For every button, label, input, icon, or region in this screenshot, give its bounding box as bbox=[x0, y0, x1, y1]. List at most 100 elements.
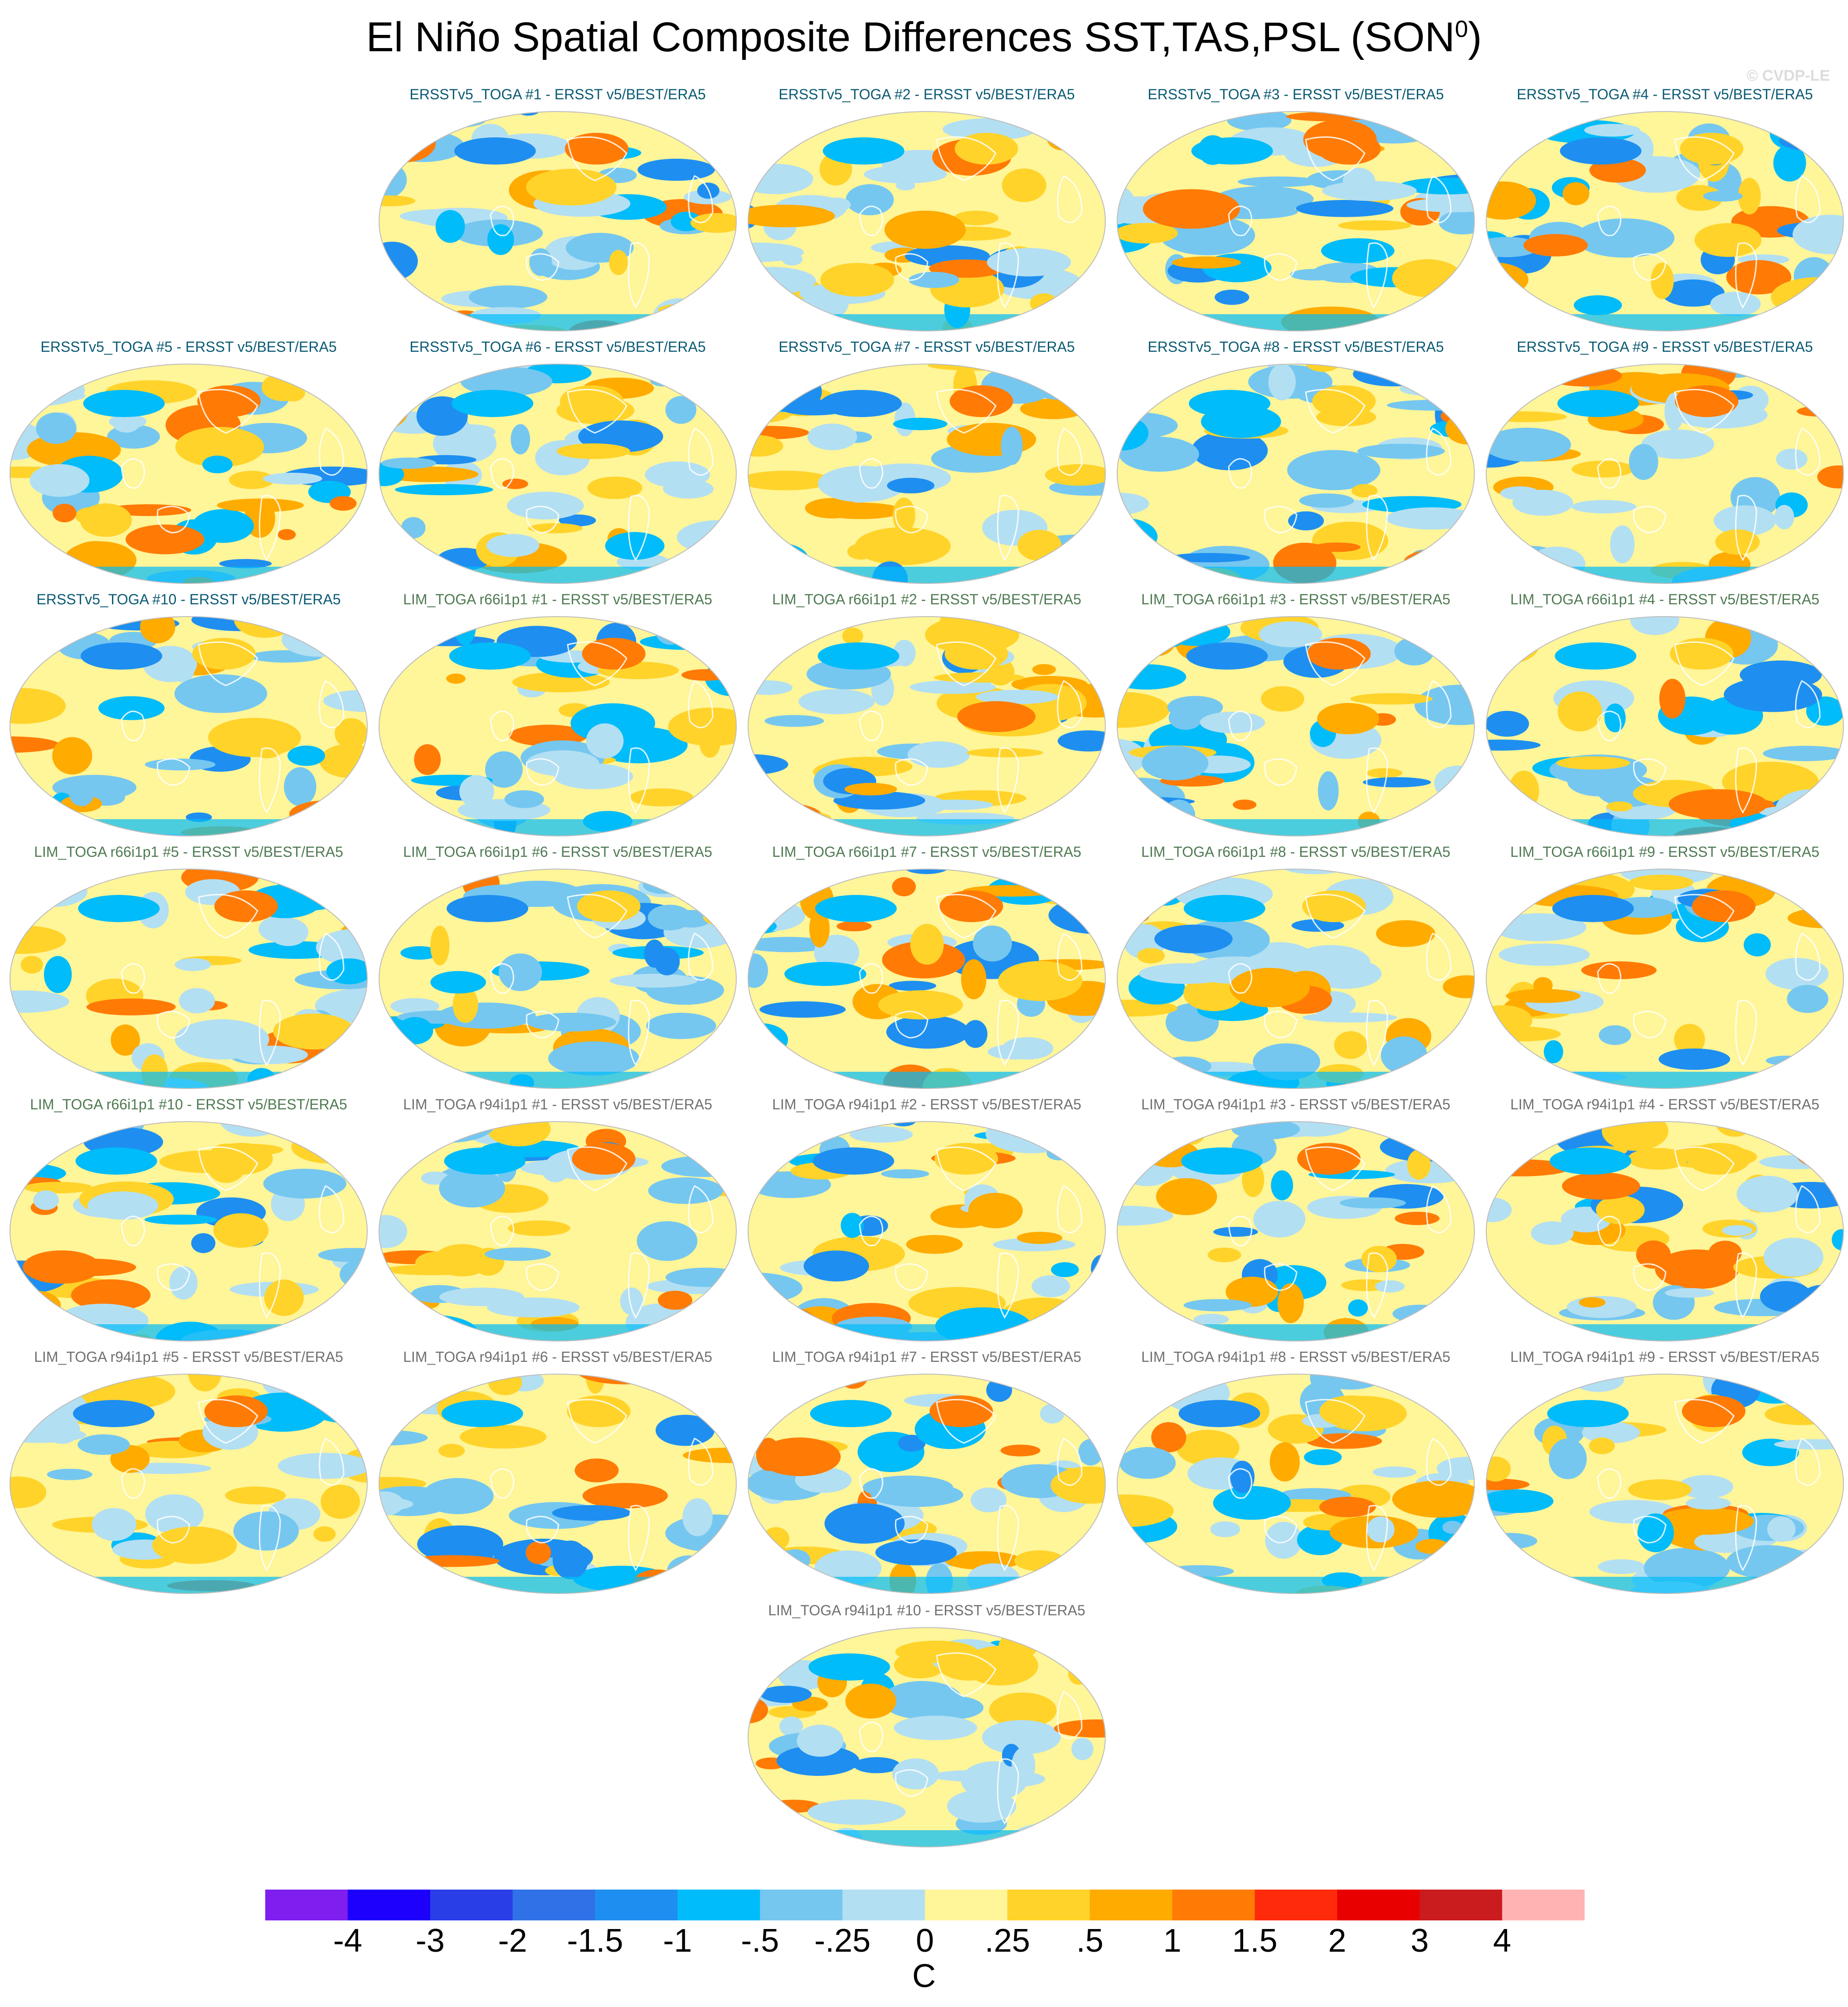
map-panel: LIM_TOGA r66i1p1 #3 - ERSST v5/BEST/ERA5 bbox=[1115, 591, 1476, 841]
anomaly-patch bbox=[175, 427, 264, 467]
anomaly-patch bbox=[1348, 1299, 1368, 1317]
colorbar-swatch bbox=[512, 1890, 596, 1920]
anomaly-patch bbox=[1782, 571, 1831, 581]
map-panel: ERSSTv5_TOGA #1 - ERSST v5/BEST/ERA5 bbox=[377, 86, 738, 335]
anomaly-patch bbox=[209, 1143, 273, 1175]
map-panel: LIM_TOGA r94i1p1 #3 - ERSST v5/BEST/ERA5 bbox=[1115, 1096, 1476, 1346]
anomaly-patch bbox=[379, 119, 459, 137]
anomaly-patch bbox=[404, 1555, 500, 1567]
anomaly-patch bbox=[1486, 1197, 1512, 1222]
anomaly-patch bbox=[10, 1294, 29, 1312]
anomaly-patch bbox=[1562, 182, 1590, 205]
anomaly-patch bbox=[33, 1190, 59, 1210]
anomaly-patch bbox=[853, 1757, 900, 1774]
anomaly-patch bbox=[1172, 256, 1241, 269]
anomaly-patch bbox=[1051, 1262, 1079, 1278]
anomaly-patch bbox=[1078, 1439, 1103, 1466]
anomaly-patch bbox=[1011, 1828, 1104, 1847]
colorbar-swatch bbox=[430, 1890, 513, 1920]
anomaly-patch bbox=[947, 1789, 1016, 1823]
anomaly-patch bbox=[1138, 963, 1234, 984]
anomaly-patch bbox=[1045, 464, 1105, 486]
anomaly-patch bbox=[438, 1443, 465, 1458]
anomaly-patch bbox=[1290, 269, 1339, 281]
colorbar-tick-label: -.25 bbox=[814, 1923, 871, 1959]
panel-title: LIM_TOGA r66i1p1 #9 - ERSST v5/BEST/ERA5 bbox=[1510, 844, 1819, 860]
anomaly-patch bbox=[86, 998, 176, 1016]
map-panel: LIM_TOGA r94i1p1 #2 - ERSST v5/BEST/ERA5 bbox=[746, 1096, 1107, 1346]
coastline bbox=[1633, 1263, 1667, 1291]
anomaly-patch bbox=[712, 1568, 736, 1594]
anomaly-patch bbox=[655, 617, 686, 645]
anomaly-patch bbox=[43, 1259, 136, 1276]
anomaly-patch bbox=[1547, 1400, 1629, 1427]
anomaly-patch bbox=[1046, 1559, 1095, 1578]
coastline bbox=[198, 389, 258, 434]
anomaly-patch bbox=[18, 876, 88, 907]
anomaly-patch bbox=[1486, 883, 1522, 902]
anomaly-patch bbox=[379, 314, 736, 331]
anomaly-patch bbox=[174, 674, 267, 713]
anomaly-patch bbox=[748, 130, 793, 156]
anomaly-patch bbox=[846, 184, 894, 215]
map-panel: ERSSTv5_TOGA #4 - ERSST v5/BEST/ERA5 bbox=[1484, 86, 1845, 335]
anomaly-patch bbox=[75, 1147, 157, 1175]
anomaly-patch bbox=[758, 1437, 841, 1476]
anomaly-patch bbox=[1523, 234, 1588, 257]
anomaly-patch bbox=[1528, 546, 1585, 581]
anomaly-patch bbox=[10, 1577, 367, 1594]
anomaly-patch bbox=[1319, 1497, 1376, 1517]
coastline bbox=[1735, 747, 1757, 814]
map-globe bbox=[1486, 1374, 1844, 1594]
anomaly-patch bbox=[18, 620, 55, 656]
anomaly-patch bbox=[528, 523, 583, 534]
anomaly-patch bbox=[1071, 1738, 1094, 1760]
anomaly-patch bbox=[1183, 895, 1265, 922]
anomaly-patch bbox=[1296, 200, 1394, 217]
anomaly-patch bbox=[1549, 1438, 1587, 1479]
anomaly-patch bbox=[1486, 869, 1532, 880]
map-panel: LIM_TOGA r66i1p1 #6 - ERSST v5/BEST/ERA5 bbox=[377, 844, 738, 1093]
anomaly-patch bbox=[1034, 384, 1102, 400]
coastline bbox=[1228, 458, 1253, 489]
anomaly-patch bbox=[1557, 390, 1639, 417]
map-panel: LIM_TOGA r94i1p1 #5 - ERSST v5/BEST/ERA5 bbox=[8, 1349, 369, 1598]
anomaly-patch bbox=[1143, 1064, 1178, 1086]
globe-outline bbox=[10, 869, 368, 1089]
anomaly-patch bbox=[335, 718, 367, 749]
map-globe bbox=[1117, 1374, 1475, 1594]
coastline bbox=[1674, 1399, 1735, 1444]
map-panel: LIM_TOGA r94i1p1 #6 - ERSST v5/BEST/ERA5 bbox=[377, 1349, 738, 1598]
anomaly-patch bbox=[646, 1012, 716, 1039]
map-panel: ERSSTv5_TOGA #2 - ERSST v5/BEST/ERA5 bbox=[746, 86, 1107, 335]
anomaly-patch bbox=[961, 959, 987, 1000]
coastline bbox=[525, 253, 559, 281]
anomaly-patch bbox=[586, 723, 624, 758]
anomaly-patch bbox=[409, 1374, 437, 1392]
coastline bbox=[936, 894, 997, 939]
anomaly-patch bbox=[1122, 869, 1143, 874]
anomaly-patch bbox=[1795, 553, 1816, 583]
coastline bbox=[1305, 641, 1366, 686]
anomaly-patch bbox=[1042, 364, 1102, 374]
anomaly-patch bbox=[1012, 112, 1105, 119]
anomaly-patch bbox=[1022, 112, 1105, 123]
anomaly-patch bbox=[145, 758, 216, 771]
anomaly-patch bbox=[485, 1247, 551, 1261]
anomaly-patch bbox=[1168, 705, 1203, 730]
anomaly-patch bbox=[1628, 1479, 1692, 1500]
anomaly-patch bbox=[582, 638, 646, 670]
anomaly-patch bbox=[1154, 924, 1233, 953]
anomaly-patch bbox=[1183, 976, 1244, 1011]
anomaly-patch bbox=[188, 1374, 222, 1392]
anomaly-patch bbox=[468, 285, 548, 309]
anomaly-patch bbox=[1655, 1507, 1754, 1535]
anomaly-patch bbox=[330, 496, 357, 511]
panel-title: LIM_TOGA r66i1p1 #8 - ERSST v5/BEST/ERA5 bbox=[1141, 844, 1450, 860]
anomaly-patch bbox=[1703, 190, 1743, 202]
anomaly-patch bbox=[1117, 1548, 1150, 1563]
anomaly-patch bbox=[1362, 1246, 1397, 1273]
anomaly-patch bbox=[10, 1374, 48, 1380]
panel-title: ERSSTv5_TOGA #3 - ERSST v5/BEST/ERA5 bbox=[1148, 86, 1444, 102]
anomaly-patch bbox=[903, 869, 950, 874]
